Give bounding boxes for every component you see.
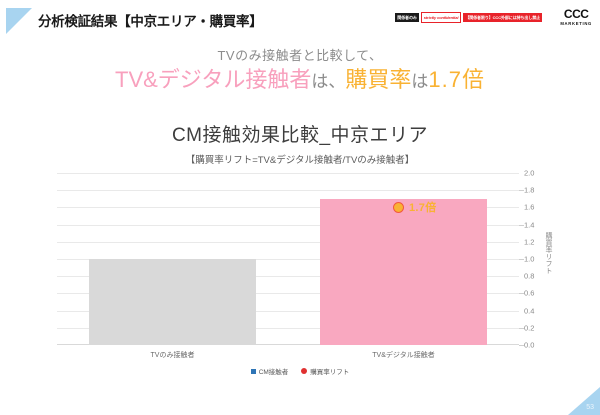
gridline	[57, 224, 519, 226]
chart-bar	[89, 259, 256, 345]
chart-subtitle: 【購買率リフト=TV&デジタル接触者/TVのみ接触者】	[185, 155, 415, 166]
confidentiality-badges: 関係者のみ strictly confidential 【関係者限り】CCC外部…	[395, 12, 542, 23]
y-axis-tick-label: 0.4	[524, 306, 535, 316]
legend-item-cm-reach: CM接触者	[250, 366, 289, 376]
square-icon	[250, 368, 256, 374]
gridline	[57, 259, 519, 260]
headline-main-line: TV&デジタル接触者は、購買率は1.7倍	[0, 65, 600, 97]
gridline	[57, 310, 519, 312]
logo-tagline: MARKETING	[560, 21, 592, 26]
gridline	[57, 241, 519, 243]
corner-triangle-decoration	[6, 8, 32, 34]
legend-label-cm-reach: CM接触者	[258, 369, 289, 376]
gridline	[57, 173, 519, 174]
logo-wordmark: CCC	[563, 7, 589, 21]
y-axis-tick	[519, 327, 524, 329]
y-axis-tick-label: 0.6	[524, 288, 535, 298]
chart-baseline	[57, 344, 519, 345]
badge-no-external-distribution: 【関係者限り】CCC外部には持ち出し禁止	[463, 13, 542, 22]
x-axis-tick-label: TV&デジタル接触者	[372, 352, 435, 359]
y-axis-tick-label: 0.8	[524, 271, 535, 281]
badge-strictly-confidential: strictly confidential	[420, 12, 462, 23]
chart-legend: CM接触者 購買率リフト	[0, 366, 600, 376]
legend-item-purchase-lift: 購買率リフト	[301, 366, 349, 376]
page-number: 53	[586, 404, 594, 411]
y-axis-tick	[519, 224, 524, 226]
headline-segment-particle-2: は	[411, 72, 429, 91]
y-axis-tick-label: 0.2	[524, 323, 535, 333]
y-axis-tick-label: 1.6	[524, 202, 535, 212]
headline-top-line: TVのみ接触者と比較して、	[217, 48, 383, 63]
y-axis-tick-label: 1.8	[524, 185, 535, 195]
y-axis-tick	[519, 190, 524, 192]
headline-segment-multiplier: 1.7倍	[428, 67, 485, 92]
y-axis-tick	[519, 345, 524, 346]
gridline	[57, 276, 519, 278]
page-title: 分析検証結果【中京エリア・購買率】	[38, 14, 263, 29]
lift-marker-icon	[393, 201, 404, 213]
lift-annotation-label: 1.7倍	[409, 202, 437, 214]
headline-block: TVのみ接触者と比較して、 TV&デジタル接触者は、購買率は1.7倍	[0, 46, 600, 97]
x-axis-tick-label: TVのみ接触者	[150, 352, 195, 359]
y-axis-tick-label: 0.0	[524, 340, 535, 350]
y-axis-tick-label: 1.0	[524, 254, 535, 264]
ccc-marketing-logo: CCC MARKETING	[560, 8, 592, 27]
headline-segment-particle-1: は、	[311, 72, 346, 91]
chart-bar	[320, 198, 487, 345]
headline-segment-audience: TV&デジタル接触者	[115, 67, 312, 92]
badge-internal-only: 関係者のみ	[395, 13, 419, 22]
y-axis-tick	[519, 293, 524, 295]
y-axis-tick-label: 1.4	[524, 220, 535, 230]
y-axis-tick-label: 1.2	[524, 237, 535, 247]
y-axis-tick-label: 2.0	[524, 168, 535, 178]
y-axis-tick	[519, 259, 524, 260]
gridline	[57, 293, 519, 295]
circle-icon	[301, 368, 308, 374]
gridline	[57, 327, 519, 329]
legend-label-purchase-lift: 購買率リフト	[310, 369, 350, 376]
headline-segment-metric: 購買率	[345, 67, 412, 92]
lift-annotation: 1.7倍	[393, 199, 437, 215]
gridline	[57, 190, 519, 192]
chart-title: CM接触効果比較_中京エリア	[171, 125, 429, 146]
y-axis-label: 購買率リフト	[545, 232, 552, 274]
chart-plot-area	[57, 173, 524, 346]
gridline	[57, 207, 519, 209]
page-number-triangle	[568, 387, 600, 415]
